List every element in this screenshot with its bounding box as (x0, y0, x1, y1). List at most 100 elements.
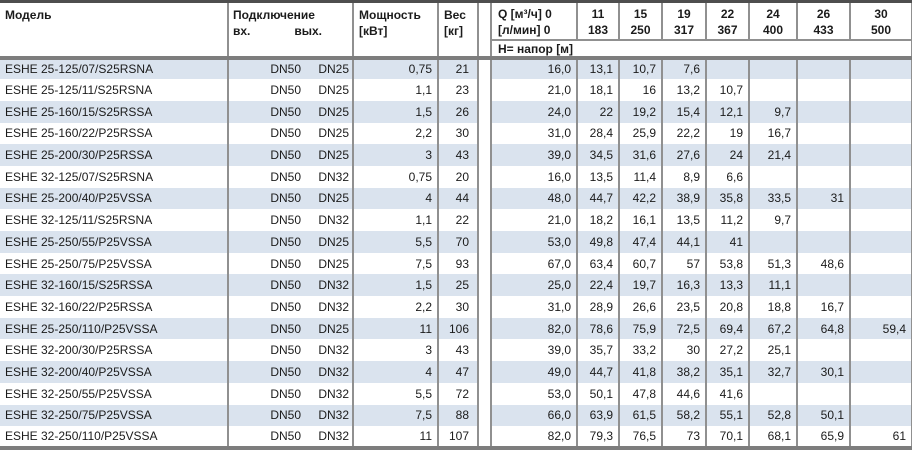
cell-head-19: 7,6 (662, 57, 708, 80)
cell-head-11: 13,1 (577, 57, 621, 80)
cell-weight: 22 (438, 209, 480, 231)
table-row: ESHE 25-160/15/S25RSSA DN50 DN25 1,5 26 … (0, 100, 912, 123)
cell-head-24: 68,1 (749, 426, 799, 448)
cell-head-26 (797, 339, 852, 362)
pump-spec-table: Модель Подключение вх. вых. Мощность [кВ… (0, 0, 912, 450)
cell-head-22: 53,8 (706, 252, 751, 275)
table-row: ESHE 32-200/30/P25RSSA DN50 DN32 3 43 39… (0, 339, 912, 362)
cell-head-30 (850, 231, 912, 253)
cell-head-11: 28,4 (577, 122, 621, 145)
cell-head-0: 53,0 (491, 382, 579, 405)
table-row: ESHE 32-250/75/P25VSSA DN50 DN32 7,5 88 … (0, 404, 912, 427)
cell-head-11: 63,4 (577, 252, 621, 275)
cell-inlet: DN50 (228, 339, 301, 362)
cell-head-0: 48,0 (491, 187, 579, 210)
table-row: ESHE 32-250/55/P25VSSA DN50 DN32 5,5 72 … (0, 382, 912, 405)
cell-weight: 30 (438, 122, 480, 145)
cell-head-19: 38,9 (662, 187, 708, 210)
column-header-connection-label: Подключение (233, 8, 315, 22)
cell-spacer (478, 361, 493, 383)
cell-model: ESHE 25-160/15/S25RSSA (0, 100, 229, 123)
cell-power: 11 (353, 317, 440, 340)
cell-head-19: 16,3 (662, 274, 708, 297)
cell-head-22: 35,1 (706, 361, 751, 383)
cell-outlet: DN32 (301, 274, 355, 297)
cell-head-30 (850, 144, 912, 166)
cell-head-0: 24,0 (491, 100, 579, 123)
flow-lmin: 317 (674, 23, 695, 37)
cell-head-24: 67,2 (749, 317, 799, 340)
cell-outlet: DN32 (301, 209, 355, 231)
cell-head-19: 27,6 (662, 144, 708, 166)
cell-head-15: 25,9 (619, 122, 664, 145)
cell-head-30 (850, 187, 912, 210)
cell-inlet: DN50 (228, 100, 301, 123)
flow-m3h: 24 (766, 7, 780, 21)
cell-spacer (478, 252, 493, 275)
cell-head-26: 31 (797, 187, 852, 210)
cell-weight: 72 (438, 382, 480, 405)
cell-model: ESHE 25-250/55/P25VSSA (0, 231, 229, 253)
cell-head-24: 51,3 (749, 252, 799, 275)
cell-head-0: 16,0 (491, 57, 579, 80)
cell-head-24 (749, 382, 799, 405)
cell-head-15: 11,4 (619, 165, 664, 188)
cell-head-26: 64,8 (797, 317, 852, 340)
table-row: ESHE 32-125/07/S25RSNA DN50 DN32 0,75 20… (0, 165, 912, 188)
header-spacer (478, 1, 493, 60)
cell-head-19: 38,2 (662, 361, 708, 383)
cell-spacer (478, 57, 493, 80)
cell-outlet: DN25 (301, 57, 355, 80)
table-row: ESHE 32-200/40/P25VSSA DN50 DN32 4 47 49… (0, 361, 912, 383)
flow-m3h: 19 (677, 7, 691, 21)
cell-power: 1,1 (353, 209, 440, 231)
flow-m3h: 22 (720, 7, 735, 21)
cell-model: ESHE 32-160/15/S25RSSA (0, 274, 229, 297)
cell-head-26: 30,1 (797, 361, 852, 383)
cell-head-11: 34,5 (577, 144, 621, 166)
cell-head-15: 60,7 (619, 252, 664, 275)
cell-head-30 (850, 165, 912, 188)
column-header-weight: Вес [кг] (438, 1, 480, 60)
cell-head-11: 44,7 (577, 187, 621, 210)
cell-head-22: 11,2 (706, 209, 751, 231)
flow-lmin: 400 (763, 23, 784, 37)
cell-head-30 (850, 100, 912, 123)
cell-head-22: 24 (706, 144, 751, 166)
cell-outlet: DN25 (301, 122, 355, 145)
cell-head-19: 22,2 (662, 122, 708, 145)
column-header-power-line2: [кВт] (359, 24, 388, 38)
cell-model: ESHE 32-200/30/P25RSSA (0, 339, 229, 362)
cell-head-26 (797, 57, 852, 80)
cell-power: 7,5 (353, 252, 440, 275)
cell-head-30 (850, 122, 912, 145)
cell-head-26 (797, 231, 852, 253)
cell-head-24 (749, 231, 799, 253)
cell-head-0: 39,0 (491, 339, 579, 362)
head-units-row: H= напор [м] (491, 39, 912, 60)
cell-weight: 23 (438, 79, 480, 101)
flow-m3h: 30 (874, 7, 888, 21)
cell-head-0: 53,0 (491, 231, 579, 253)
table-row: ESHE 25-200/30/P25RSSA DN50 DN25 3 43 39… (0, 144, 912, 166)
cell-head-19: 23,5 (662, 296, 708, 318)
cell-head-24: 11,1 (749, 274, 799, 297)
cell-head-22: 41,6 (706, 382, 751, 405)
column-header-flow-22: 22 367 (706, 1, 751, 41)
cell-head-15: 47,4 (619, 231, 664, 253)
cell-inlet: DN50 (228, 426, 301, 448)
cell-model: ESHE 32-200/40/P25VSSA (0, 361, 229, 383)
table-row: ESHE 32-160/15/S25RSSA DN50 DN32 1,5 25 … (0, 274, 912, 297)
cell-spacer (478, 187, 493, 210)
cell-weight: 30 (438, 296, 480, 318)
cell-outlet: DN25 (301, 144, 355, 166)
cell-head-26 (797, 100, 852, 123)
cell-spacer (478, 209, 493, 231)
cell-head-24: 25,1 (749, 339, 799, 362)
flow-lmin: 183 (588, 23, 609, 37)
cell-head-24: 9,7 (749, 100, 799, 123)
flow-units-lmin: [л/мин] 0 (498, 23, 551, 37)
cell-head-19: 44,6 (662, 382, 708, 405)
cell-head-24: 9,7 (749, 209, 799, 231)
cell-weight: 26 (438, 100, 480, 123)
